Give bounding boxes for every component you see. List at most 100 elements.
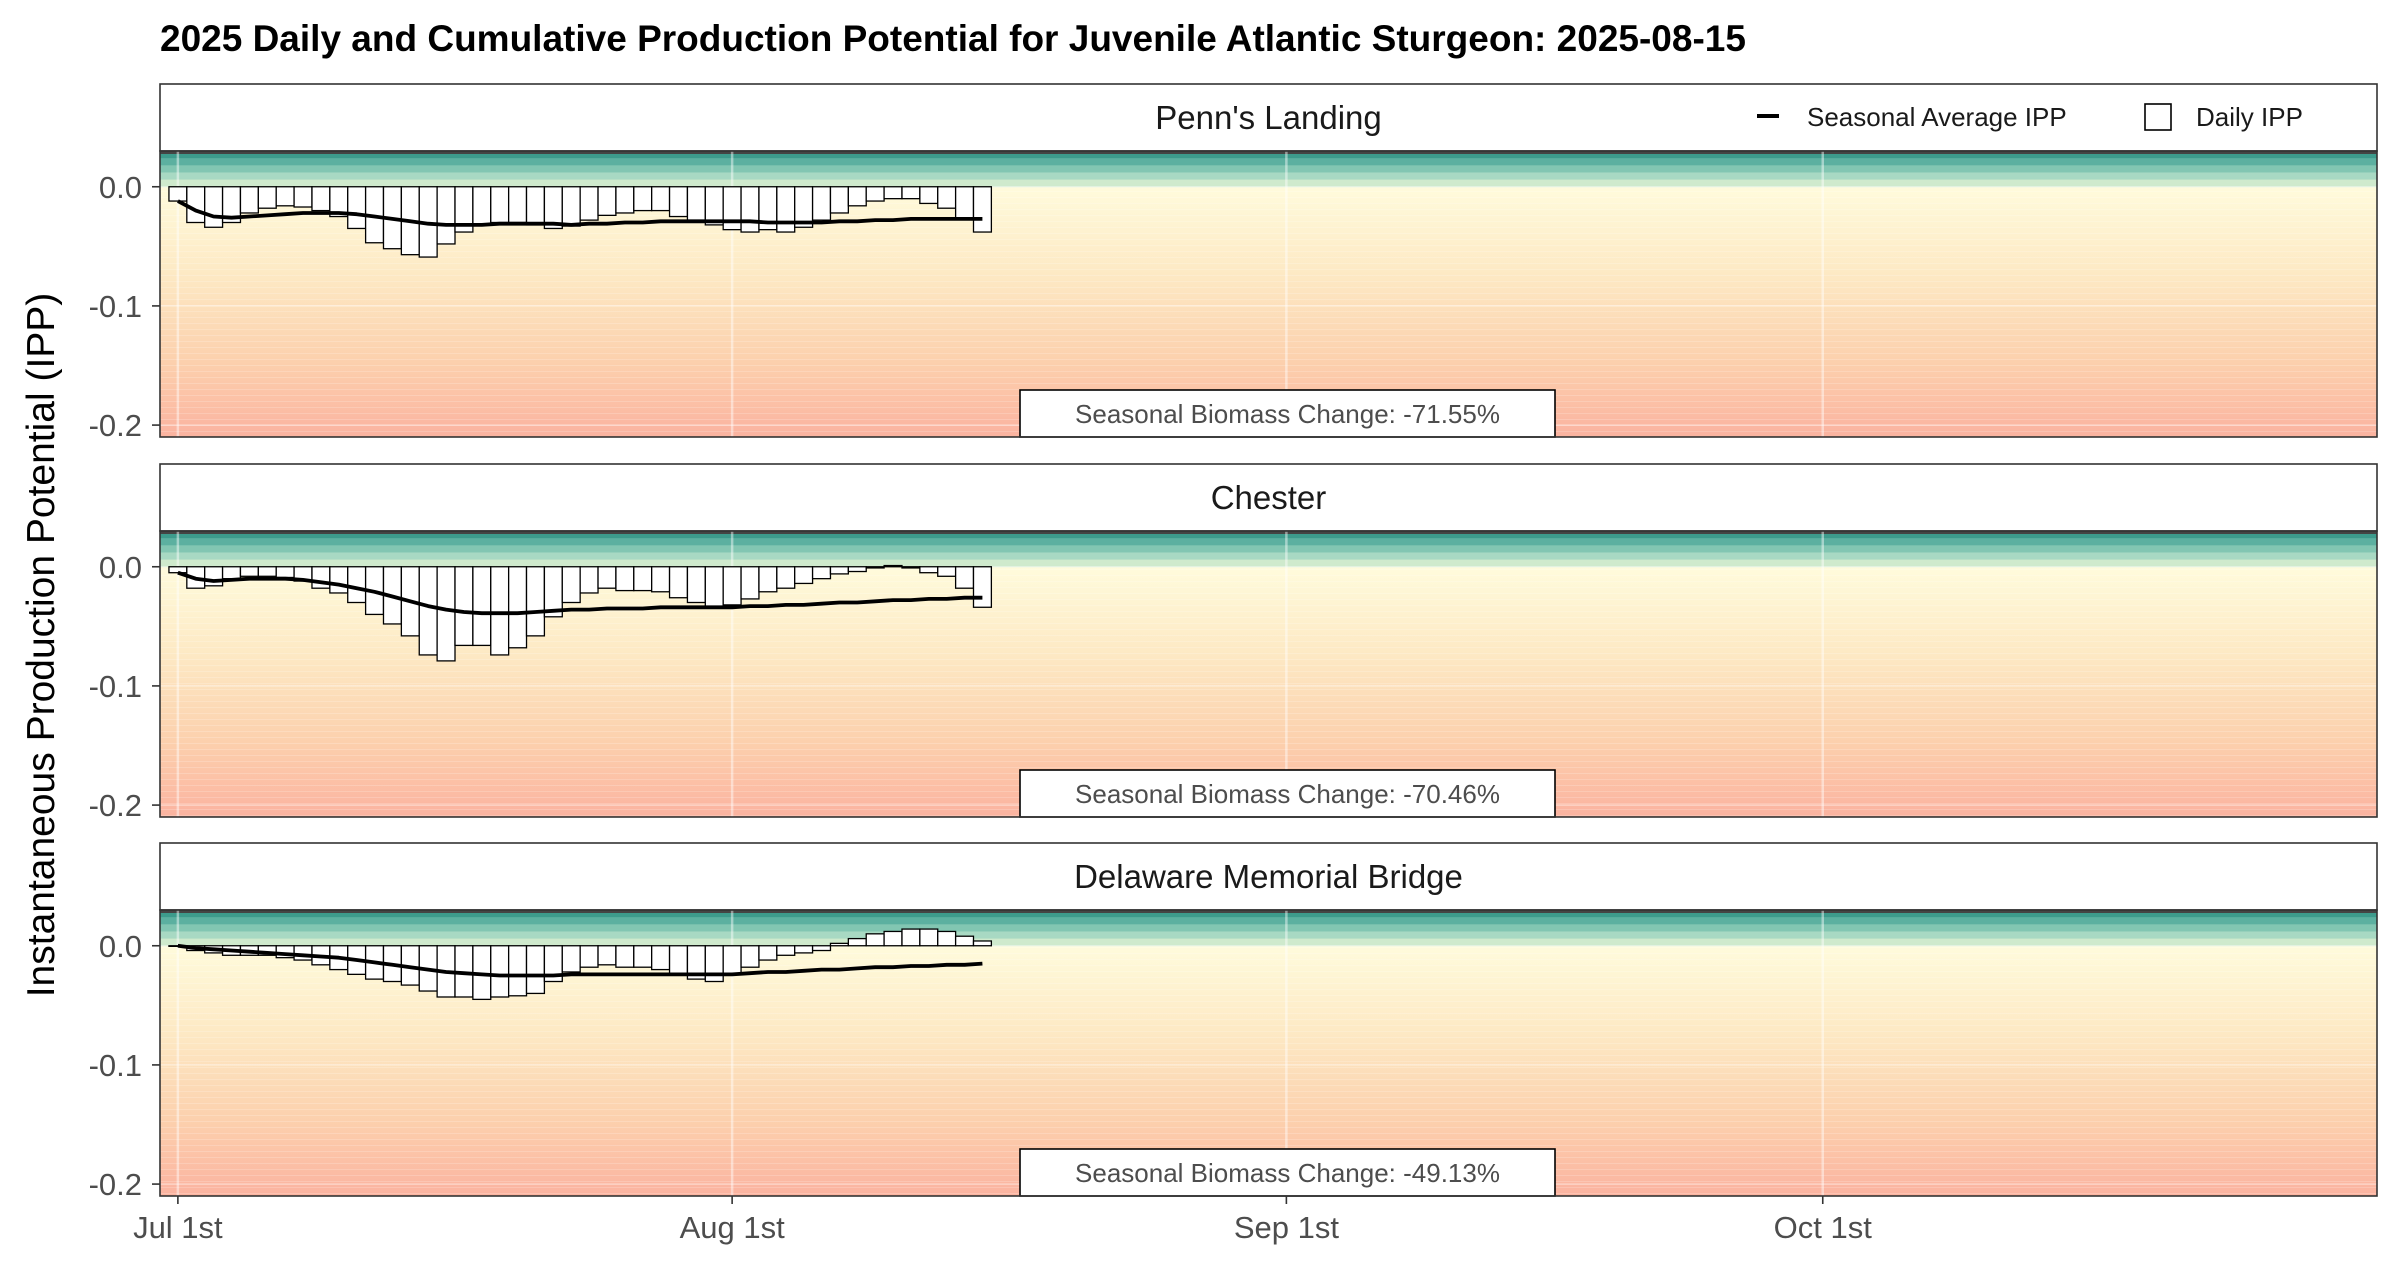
- positive-ipp-band: [160, 531, 2377, 539]
- daily-ipp-bar: [561, 186, 581, 227]
- daily-ipp-bar: [794, 566, 814, 585]
- daily-ipp-bar: [865, 566, 885, 569]
- daily-ipp-bar: [937, 186, 957, 209]
- daily-ipp-bar: [525, 945, 546, 995]
- daily-ipp-bar: [579, 566, 599, 594]
- daily-ipp-bar: [168, 566, 188, 574]
- daily-ipp-bar: [972, 940, 993, 947]
- daily-ipp-bar: [525, 566, 546, 637]
- daily-ipp-bar: [186, 186, 206, 224]
- positive-ipp-band: [160, 559, 2377, 568]
- daily-ipp-bar: [490, 945, 510, 998]
- daily-ipp-bar: [919, 186, 939, 205]
- x-tick-label: Sep 1st: [1234, 1210, 1340, 1245]
- positive-ipp-band: [160, 545, 2377, 553]
- daily-ipp-bar: [776, 566, 796, 589]
- positive-ipp-band: [160, 910, 2377, 918]
- x-axis: Jul 1st Aug 1st Sep 1st Oct 1st: [133, 1196, 1872, 1245]
- daily-ipp-bar: [257, 186, 277, 209]
- y-tick-label: -0.2: [89, 408, 142, 443]
- daily-ipp-bar: [686, 186, 706, 221]
- daily-ipp-bar: [847, 566, 867, 573]
- positive-ipp-band: [160, 552, 2377, 561]
- daily-ipp-bar: [758, 945, 778, 961]
- daily-ipp-bar: [454, 566, 474, 647]
- daily-ipp-bar: [704, 566, 724, 608]
- daily-ipp-bar: [507, 945, 528, 997]
- daily-ipp-bar: [668, 945, 689, 976]
- seasonal-average-line: [177, 199, 983, 227]
- panel-border: [159, 530, 2378, 818]
- daily-ipp-bar: [704, 186, 724, 226]
- daily-ipp-bar: [972, 186, 993, 233]
- y-tick-label: -0.2: [89, 788, 142, 823]
- y-tick-label: 0.0: [99, 170, 142, 205]
- y-tick-label: -0.1: [89, 1048, 142, 1083]
- positive-ipp-band: [160, 538, 2377, 546]
- daily-ipp-bar: [919, 928, 939, 947]
- daily-ipp-bar: [597, 945, 617, 966]
- daily-ipp-bar: [507, 186, 528, 224]
- y-tick-label: 0.0: [99, 550, 142, 585]
- daily-ipp-bar: [883, 186, 903, 200]
- positive-ipp-band: [160, 158, 2377, 166]
- daily-ipp-bar: [740, 186, 760, 233]
- daily-ipp-bar: [311, 566, 331, 589]
- positive-ipp-band: [160, 917, 2377, 925]
- seasonal-average-line: [177, 570, 983, 616]
- daily-ipp-bar: [633, 945, 653, 968]
- daily-ipp-bar: [311, 186, 331, 212]
- legend-line-label: Seasonal Average IPP: [1807, 102, 2067, 132]
- daily-ipp-bar: [436, 566, 456, 662]
- daily-ipp-bar: [865, 186, 885, 202]
- biomass-annotation-text: Seasonal Biomass Change: -70.46%: [1075, 779, 1500, 809]
- chart-title: 2025 Daily and Cumulative Production Pot…: [160, 18, 1746, 59]
- daily-ipp-bar: [776, 945, 796, 956]
- facet-strip-label: Chester: [1211, 479, 1327, 516]
- facet-strip-label: Penn's Landing: [1155, 99, 1382, 136]
- legend: Seasonal Average IPP Daily IPP: [1757, 102, 2303, 132]
- daily-ipp-bar: [293, 186, 313, 208]
- panel-border: [159, 909, 2378, 1197]
- positive-ipp-band: [160, 931, 2377, 940]
- biomass-annotation-box: [1019, 769, 1556, 818]
- positive-ipp-band: [160, 938, 2377, 947]
- daily-ipp-bar: [204, 566, 224, 587]
- daily-ipp-bar: [472, 566, 492, 647]
- daily-ipp-bar: [579, 945, 599, 968]
- facet-panel: Penn's Landing Seasonal Biomass Change: -…: [89, 83, 2378, 443]
- daily-ipp-bar: [293, 945, 313, 961]
- facet-strip: [159, 463, 2378, 532]
- daily-ipp-bar: [811, 566, 832, 580]
- daily-ipp-bar: [418, 566, 438, 656]
- daily-ipp-bar: [221, 566, 242, 580]
- x-tick-label: Aug 1st: [680, 1210, 786, 1245]
- daily-ipp-bar: [239, 566, 259, 577]
- biomass-annotation-text: Seasonal Biomass Change: -49.13%: [1075, 1158, 1500, 1188]
- y-tick-label: -0.2: [89, 1167, 142, 1202]
- daily-ipp-bar: [722, 186, 742, 231]
- daily-ipp-bar: [275, 186, 295, 207]
- positive-ipp-band: [160, 179, 2377, 188]
- daily-ipp-bar: [275, 566, 295, 579]
- daily-ipp-bar: [954, 186, 975, 220]
- daily-ipp-bar: [937, 930, 957, 947]
- daily-ipp-bar: [651, 945, 671, 971]
- panel-border: [159, 150, 2378, 438]
- daily-ipp-bar: [633, 566, 653, 592]
- daily-ipp-bar: [954, 935, 975, 947]
- daily-ipp-bar: [972, 566, 993, 608]
- daily-ipp-bar: [490, 186, 510, 224]
- daily-ipp-bar: [865, 933, 885, 947]
- daily-ipp-bar: [901, 186, 921, 200]
- daily-ipp-bar: [901, 566, 921, 569]
- daily-ipp-bar: [883, 930, 903, 947]
- daily-ipp-bar: [615, 945, 635, 968]
- x-tick-label: Oct 1st: [1774, 1210, 1873, 1245]
- daily-ipp-bar: [829, 186, 849, 214]
- daily-ipp-bar: [811, 186, 832, 221]
- x-tick-label: Jul 1st: [133, 1210, 223, 1245]
- legend-bar-label: Daily IPP: [2196, 102, 2303, 132]
- facet-panel: Chester Seasonal Biomass Change: -70.46% 0…: [89, 463, 2378, 823]
